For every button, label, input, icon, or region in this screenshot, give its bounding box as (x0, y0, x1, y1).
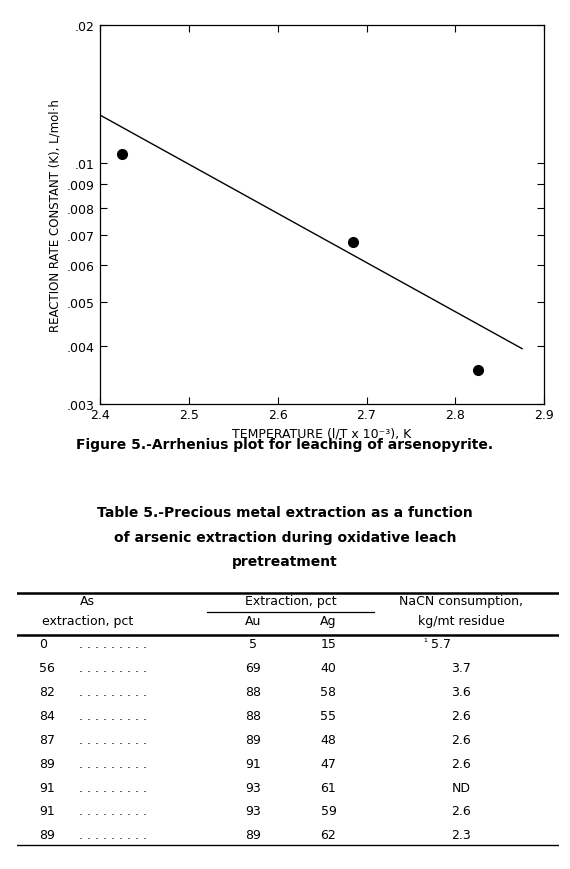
Text: 93: 93 (245, 805, 260, 818)
Text: . . . . . . . . .: . . . . . . . . . (71, 828, 147, 841)
Text: NaCN consumption,: NaCN consumption, (399, 594, 523, 607)
Text: 82: 82 (39, 686, 55, 699)
Text: . . . . . . . . .: . . . . . . . . . (71, 709, 147, 722)
Text: 87: 87 (39, 733, 55, 746)
Text: 89: 89 (39, 757, 55, 770)
Text: 3.6: 3.6 (451, 686, 471, 699)
Text: 91: 91 (245, 757, 260, 770)
Text: 48: 48 (320, 733, 336, 746)
Text: 5.7: 5.7 (431, 638, 451, 651)
Text: 2.6: 2.6 (451, 805, 471, 818)
Text: 55: 55 (320, 709, 336, 722)
Text: 2.3: 2.3 (451, 828, 471, 841)
Text: 47: 47 (320, 757, 336, 770)
Text: 58: 58 (320, 686, 336, 699)
Text: 56: 56 (39, 661, 55, 674)
Text: Ag: Ag (320, 614, 337, 627)
Text: 88: 88 (245, 686, 260, 699)
Text: kg/mt residue: kg/mt residue (418, 614, 504, 627)
Text: 62: 62 (320, 828, 336, 841)
Text: 15: 15 (320, 638, 336, 651)
Text: 2.6: 2.6 (451, 757, 471, 770)
Text: 91: 91 (39, 780, 55, 793)
Text: Extraction, pct: Extraction, pct (245, 594, 336, 607)
Text: 88: 88 (245, 709, 260, 722)
Text: 69: 69 (245, 661, 260, 674)
Text: 89: 89 (39, 828, 55, 841)
Text: of arsenic extraction during oxidative leach: of arsenic extraction during oxidative l… (114, 530, 456, 544)
Text: 3.7: 3.7 (451, 661, 471, 674)
Text: . . . . . . . . .: . . . . . . . . . (71, 661, 147, 674)
Text: 61: 61 (320, 780, 336, 793)
Text: Figure 5.-Arrhenius plot for leaching of arsenopyrite.: Figure 5.-Arrhenius plot for leaching of… (76, 437, 494, 451)
Y-axis label: REACTION RATE CONSTANT (K), L/mol·h: REACTION RATE CONSTANT (K), L/mol·h (48, 99, 62, 331)
Text: 59: 59 (320, 805, 336, 818)
Text: . . . . . . . . .: . . . . . . . . . (71, 733, 147, 746)
X-axis label: TEMPERATURE (l/T x 10⁻³), K: TEMPERATURE (l/T x 10⁻³), K (233, 428, 412, 441)
Text: . . . . . . . . .: . . . . . . . . . (71, 780, 147, 793)
Text: extraction, pct: extraction, pct (42, 614, 133, 627)
Text: . . . . . . . . .: . . . . . . . . . (71, 638, 147, 651)
Text: ND: ND (451, 780, 471, 793)
Text: 89: 89 (245, 828, 260, 841)
Text: 91: 91 (39, 805, 55, 818)
Text: As: As (80, 594, 95, 607)
Text: Table 5.-Precious metal extraction as a function: Table 5.-Precious metal extraction as a … (97, 506, 473, 520)
Text: 40: 40 (320, 661, 336, 674)
Text: . . . . . . . . .: . . . . . . . . . (71, 686, 147, 699)
Text: ¹: ¹ (423, 638, 427, 647)
Text: . . . . . . . . .: . . . . . . . . . (71, 805, 147, 818)
Text: 0: 0 (39, 638, 47, 651)
Text: Au: Au (245, 614, 261, 627)
Text: . . . . . . . . .: . . . . . . . . . (71, 757, 147, 770)
Text: 2.6: 2.6 (451, 709, 471, 722)
Text: pretreatment: pretreatment (232, 554, 338, 568)
Text: 2.6: 2.6 (451, 733, 471, 746)
Text: 5: 5 (249, 638, 256, 651)
Text: 89: 89 (245, 733, 260, 746)
Text: 84: 84 (39, 709, 55, 722)
Text: 93: 93 (245, 780, 260, 793)
